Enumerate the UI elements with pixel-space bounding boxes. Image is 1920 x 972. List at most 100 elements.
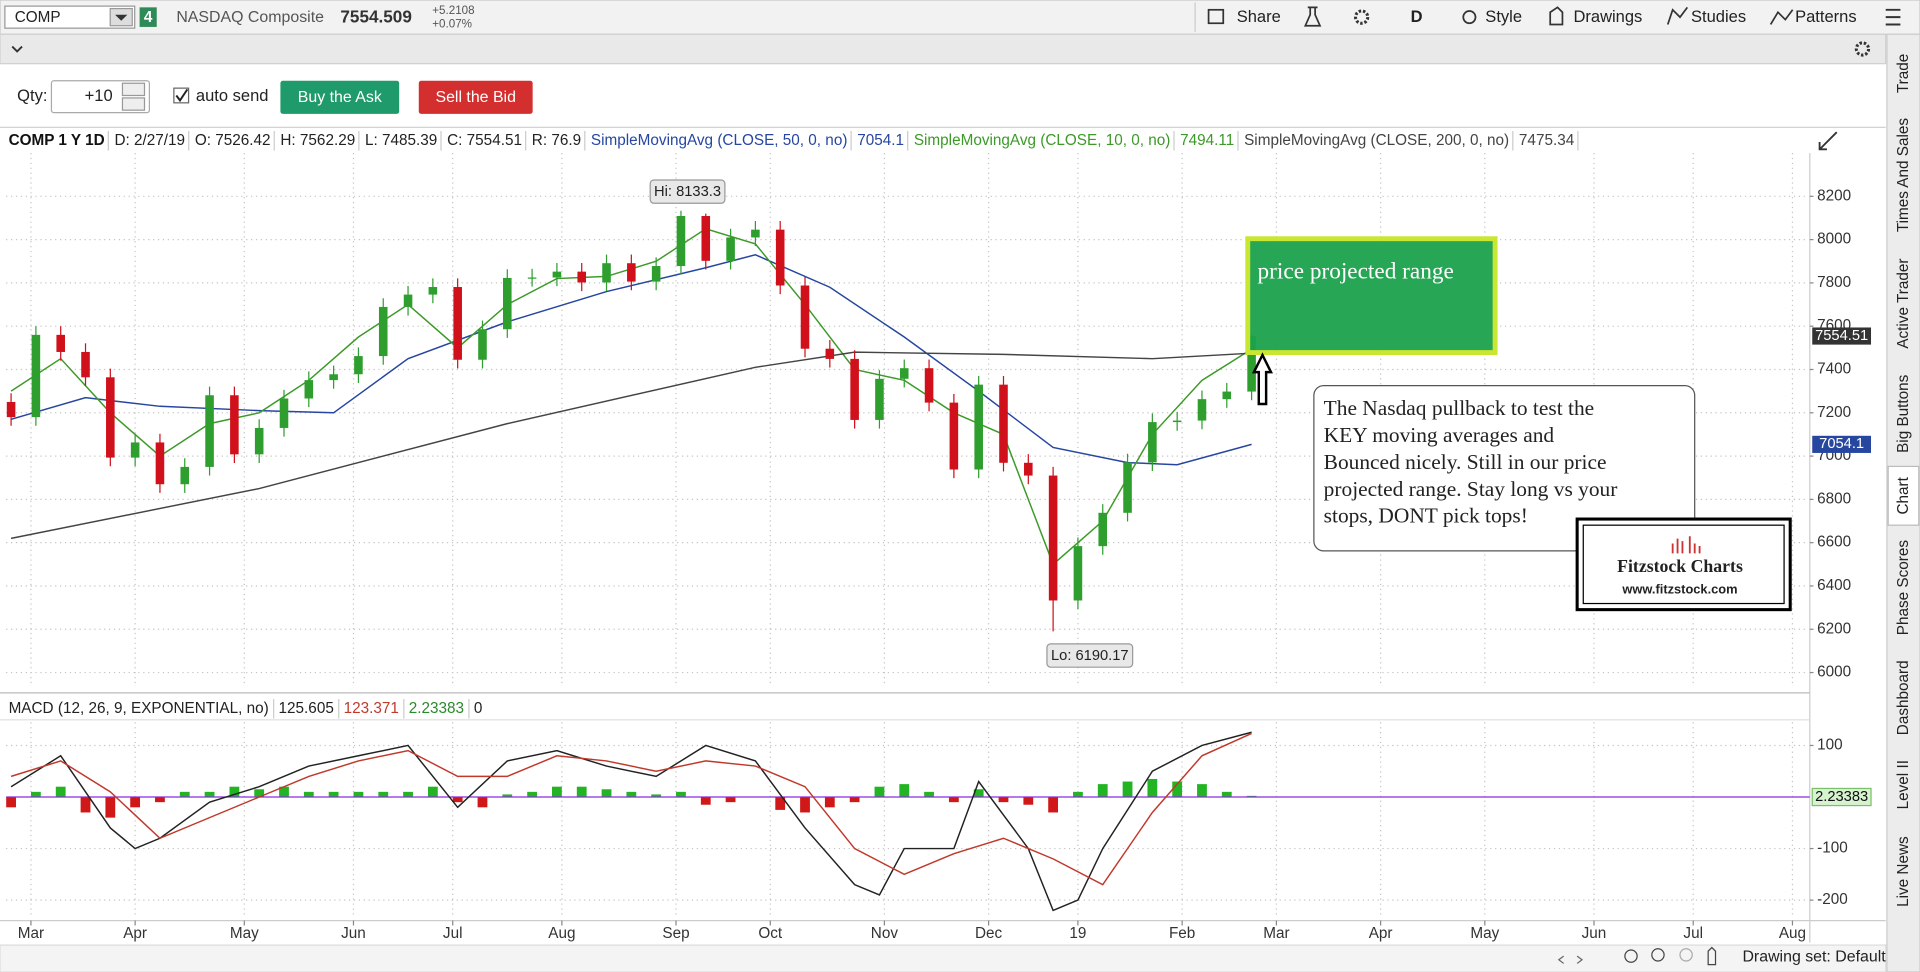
candle-body [1024, 462, 1033, 476]
histogram-bar [1048, 797, 1059, 813]
dropdown-arrow [115, 14, 128, 21]
patterns-button[interactable]: Patterns [1795, 7, 1857, 26]
note-line: projected range. Stay long vs your [1324, 477, 1618, 501]
y-tick-label: 6400 [1817, 577, 1851, 594]
histogram-bar [477, 797, 488, 808]
candle-body [1172, 420, 1182, 423]
drawing-tool-icon[interactable] [1818, 131, 1838, 151]
share-button[interactable]: Share [1237, 7, 1281, 26]
collapse-chevron[interactable] [11, 45, 23, 53]
side-tab[interactable]: Active Trader [1895, 259, 1912, 349]
price-tag [1812, 327, 1872, 345]
histogram-bar [998, 797, 1009, 803]
side-tab[interactable]: Dashboard [1895, 660, 1912, 735]
studies-button[interactable]: Studies [1691, 7, 1746, 26]
lo-label: Lo: 6190.17 [1051, 648, 1129, 664]
legend-item: SimpleMovingAvg (CLOSE, 10, 0, no) [914, 132, 1171, 149]
x-tick-label: Mar [1263, 925, 1289, 942]
histogram-bar [874, 786, 885, 798]
histogram-bar [1147, 778, 1158, 798]
side-tab[interactable]: Chart [1895, 476, 1912, 514]
zoom-out-icon[interactable] [1679, 948, 1693, 962]
qty-value[interactable]: +10 [85, 86, 113, 105]
studies-icon [1666, 6, 1689, 25]
style-button[interactable]: Style [1485, 7, 1522, 26]
style-icon [1462, 10, 1477, 25]
value-tag [1811, 787, 1872, 807]
symbol[interactable]: COMP [15, 9, 61, 26]
x-tick-label: May [1470, 925, 1499, 942]
candle-body [403, 294, 413, 307]
collapse-bar [0, 33, 1887, 65]
candle-body [254, 427, 264, 455]
scroll-arrows[interactable] [1557, 955, 1584, 964]
value-tag-label: 2.23383 [1815, 789, 1868, 805]
candle-body [1197, 399, 1207, 421]
candle-body [1247, 336, 1256, 392]
candle-body [552, 271, 562, 278]
histogram-bar [1023, 797, 1034, 805]
histogram-bar [353, 791, 364, 798]
candle-body [850, 358, 859, 420]
sell-button[interactable] [418, 80, 533, 114]
side-tab[interactable]: Big Buttons [1895, 374, 1912, 453]
legend-item: SimpleMovingAvg (CLOSE, 50, 0, no) [591, 132, 848, 149]
drawing-set[interactable]: Drawing set: Default [1742, 949, 1886, 966]
candle-body [627, 263, 636, 282]
buy-label[interactable]: Buy the Ask [298, 89, 382, 106]
histogram-bar [576, 786, 587, 798]
link-number: 4 [144, 9, 153, 26]
description: NASDAQ Composite [176, 9, 324, 26]
legend-item: R: 76.9 [532, 132, 581, 149]
candle-body [825, 348, 835, 359]
candle-body [130, 442, 140, 458]
range-box [1245, 236, 1498, 356]
legend-item: D: 2/27/19 [114, 132, 185, 149]
zoom-in-icon[interactable] [1651, 948, 1665, 962]
symbol-box[interactable] [4, 5, 136, 29]
side-tab[interactable]: Live News [1895, 836, 1912, 907]
candle-body [329, 374, 338, 381]
candle-body [230, 395, 239, 455]
side-tab[interactable]: Level II [1895, 760, 1912, 809]
logo-icon [1671, 536, 1701, 554]
aggregation-button[interactable]: D [1411, 7, 1423, 26]
link-badge[interactable] [139, 7, 157, 27]
side-tab[interactable]: Times And Sales [1895, 118, 1912, 233]
y-tick-label: 8000 [1817, 231, 1851, 248]
qty-up[interactable] [121, 82, 146, 97]
histogram-bar [179, 791, 190, 798]
qty-down[interactable] [121, 97, 146, 111]
histogram-bar [1073, 791, 1083, 798]
legend-item: L: 7485.39 [365, 132, 437, 149]
price-tag [1812, 435, 1872, 453]
side-tab[interactable]: Phase Scores [1895, 540, 1912, 636]
histogram-bar [155, 797, 165, 803]
side-tab[interactable]: Trade [1895, 54, 1912, 93]
histogram-bar [676, 791, 686, 798]
crosshair-icon[interactable] [1624, 949, 1638, 963]
candle-body [503, 277, 512, 330]
histogram-bar [229, 786, 240, 798]
histogram-bar [973, 789, 984, 798]
price-tag-label: 7054.1 [1819, 436, 1864, 452]
candle-body [1148, 422, 1157, 463]
settings-gear[interactable] [1854, 41, 1871, 57]
drawings-button[interactable]: Drawings [1573, 7, 1642, 26]
hi-callout [649, 179, 726, 204]
flask-icon[interactable] [1303, 6, 1322, 27]
buy-button[interactable] [280, 80, 400, 114]
histogram-bar [700, 797, 711, 805]
histogram-bar [824, 797, 835, 808]
candle-body [354, 356, 363, 375]
checkmark [175, 88, 189, 103]
pan-icon[interactable] [1707, 946, 1717, 966]
histogram-bar [1221, 791, 1232, 798]
menu-icon[interactable] [1885, 8, 1901, 26]
auto-send-label: auto send [196, 86, 269, 105]
x-tick-label: Aug [548, 925, 575, 942]
candle-body [577, 271, 587, 283]
sell-label[interactable]: Sell the Bid [435, 89, 515, 106]
y-tick-label: 6800 [1817, 490, 1851, 507]
